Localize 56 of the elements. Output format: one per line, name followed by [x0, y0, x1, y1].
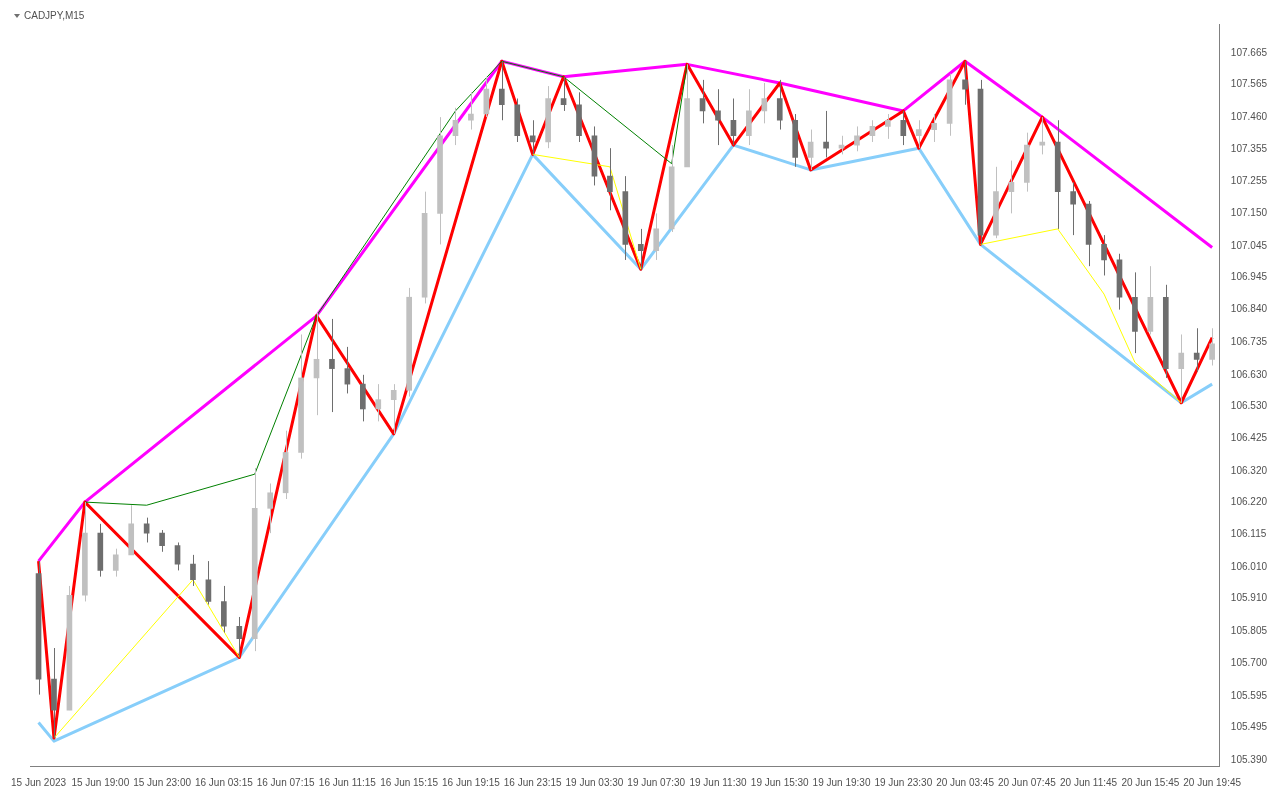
y-tick-label: 106.840: [1230, 303, 1268, 315]
y-tick-label: 105.700: [1230, 657, 1268, 669]
x-tick-label: 19 Jun 23:30: [874, 776, 933, 788]
y-tick-label: 107.355: [1230, 143, 1268, 155]
candlestick: [468, 91, 474, 131]
candlestick: [221, 585, 227, 633]
x-tick-label: 19 Jun 19:30: [812, 776, 871, 788]
y-tick-label: 107.665: [1230, 47, 1268, 59]
y-tick-label: 106.220: [1230, 495, 1268, 507]
candlestick: [885, 113, 891, 140]
candlestick: [637, 228, 644, 270]
y-tick-label: 107.255: [1230, 174, 1268, 186]
y-tick-label: 106.425: [1230, 432, 1268, 444]
x-tick-label: 16 Jun 11:15: [318, 776, 377, 788]
candlestick: [931, 113, 938, 143]
y-tick-label: 107.565: [1230, 78, 1268, 90]
x-tick-label: 20 Jun 19:45: [1183, 776, 1242, 788]
x-tick-label: 16 Jun 03:15: [194, 776, 254, 788]
y-tick-label: 105.595: [1230, 689, 1268, 701]
candlestick: [915, 119, 922, 149]
y-tick-label: 106.115: [1230, 528, 1267, 540]
x-tick-label: 15 Jun 23:00: [133, 776, 192, 788]
x-tick-label: 16 Jun 23:15: [503, 776, 563, 788]
candlestick: [776, 79, 783, 131]
candlestick: [823, 110, 829, 158]
x-tick-label: 19 Jun 15:30: [750, 776, 810, 788]
y-tick-label: 106.530: [1230, 399, 1268, 411]
x-tick-label: 20 Jun 07:45: [997, 776, 1057, 788]
y-tick-label: 105.910: [1230, 592, 1268, 604]
y-tick-label: 106.945: [1230, 270, 1268, 282]
y-tick-label: 105.390: [1230, 753, 1268, 765]
candlestick: [529, 119, 536, 155]
candlestick: [267, 482, 274, 534]
candlestick: [1193, 327, 1200, 373]
x-tick-label: 20 Jun 11:45: [1060, 776, 1118, 788]
x-tick-label: 19 Jun 07:30: [627, 776, 686, 788]
y-tick-label: 106.735: [1230, 335, 1268, 347]
x-tick-label: 16 Jun 15:15: [380, 776, 439, 788]
chart-title: CADJPY,M15: [24, 10, 85, 21]
x-tick-label: 20 Jun 15:45: [1121, 776, 1180, 788]
y-tick-label: 106.320: [1230, 464, 1268, 476]
candlestick: [1209, 327, 1215, 367]
y-tick-label: 107.150: [1230, 207, 1268, 219]
x-tick-label: 19 Jun 11:30: [689, 776, 747, 788]
y-tick-label: 105.495: [1230, 720, 1268, 732]
y-tick-label: 106.010: [1230, 561, 1268, 573]
y-tick-label: 107.045: [1230, 239, 1268, 251]
x-tick-label: 16 Jun 19:15: [442, 776, 501, 788]
x-tick-label: 20 Jun 03:45: [936, 776, 995, 788]
y-tick-label: 106.630: [1230, 368, 1268, 380]
x-tick-label: 16 Jun 07:15: [256, 776, 315, 788]
x-tick-label: 15 Jun 2023: [11, 776, 67, 788]
y-tick-label: 105.805: [1230, 624, 1268, 636]
x-tick-label: 19 Jun 03:30: [565, 776, 624, 788]
x-tick-label: 15 Jun 19:00: [71, 776, 130, 788]
y-tick-label: 107.460: [1230, 110, 1268, 122]
